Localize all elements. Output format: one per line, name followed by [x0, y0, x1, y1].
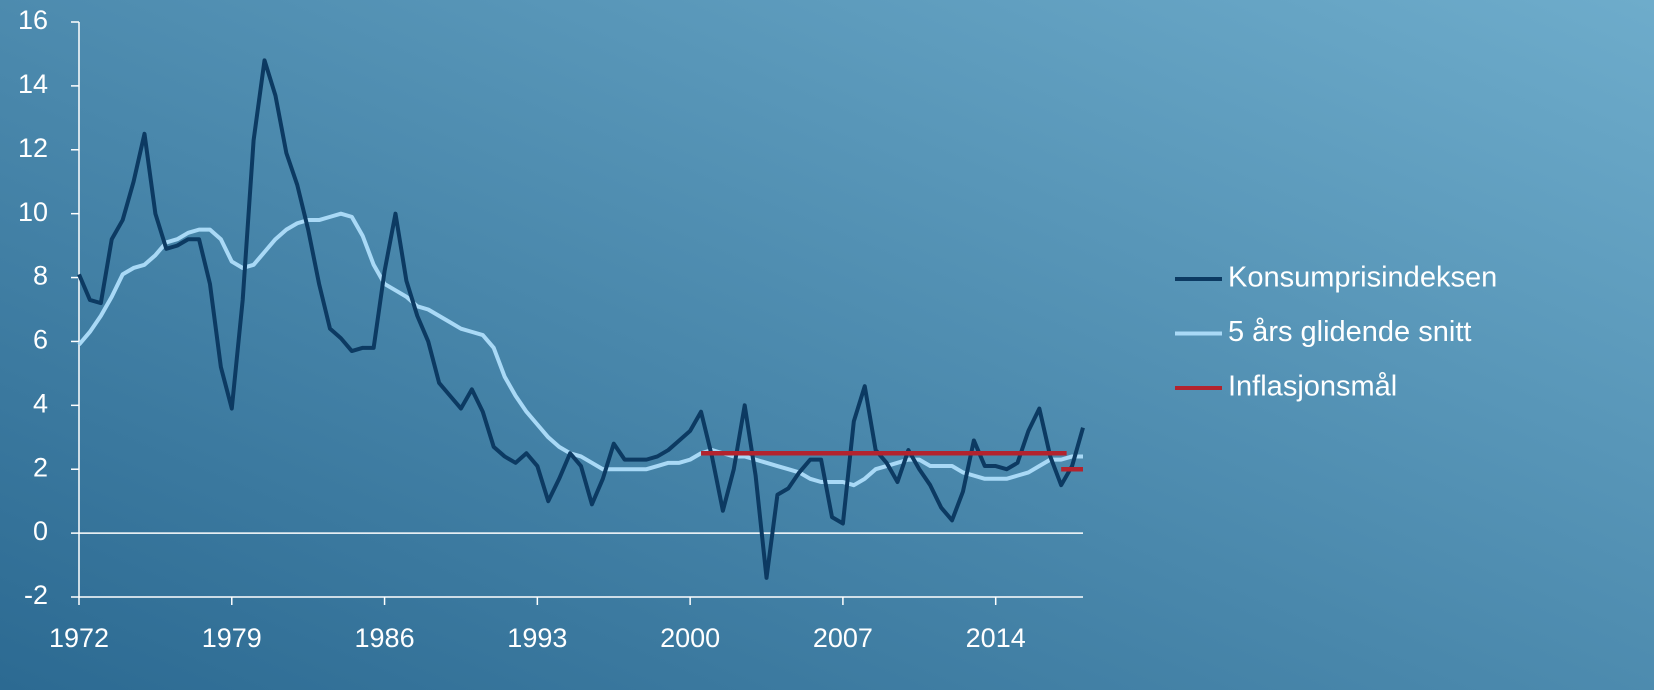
series-line: [77, 58, 1085, 580]
x-tick-label: 2014: [966, 623, 1026, 653]
series-line: [701, 451, 1083, 472]
x-tick-label: 2007: [813, 623, 873, 653]
legend-label: Inflasjonsmål: [1228, 371, 1397, 403]
x-tick-label: 1993: [507, 623, 567, 653]
y-tick-label: 16: [18, 5, 48, 35]
y-tick-label: 8: [33, 261, 48, 291]
x-tick-label: 1972: [49, 623, 109, 653]
y-tick-label: 12: [18, 133, 48, 163]
y-tick-label: 6: [33, 325, 48, 355]
y-tick-label: 0: [33, 516, 48, 546]
y-tick-label: 10: [18, 197, 48, 227]
x-tick-label: 2000: [660, 623, 720, 653]
x-tick-label: 1986: [355, 623, 415, 653]
y-tick-label: 4: [33, 388, 48, 418]
legend-label: 5 års glidende snitt: [1228, 316, 1471, 348]
y-tick-label: -2: [24, 580, 48, 610]
x-tick-label: 1979: [202, 623, 262, 653]
y-tick-label: 14: [18, 69, 48, 99]
legend-label: Konsumprisindeksen: [1228, 262, 1497, 294]
y-tick-label: 2: [33, 452, 48, 482]
